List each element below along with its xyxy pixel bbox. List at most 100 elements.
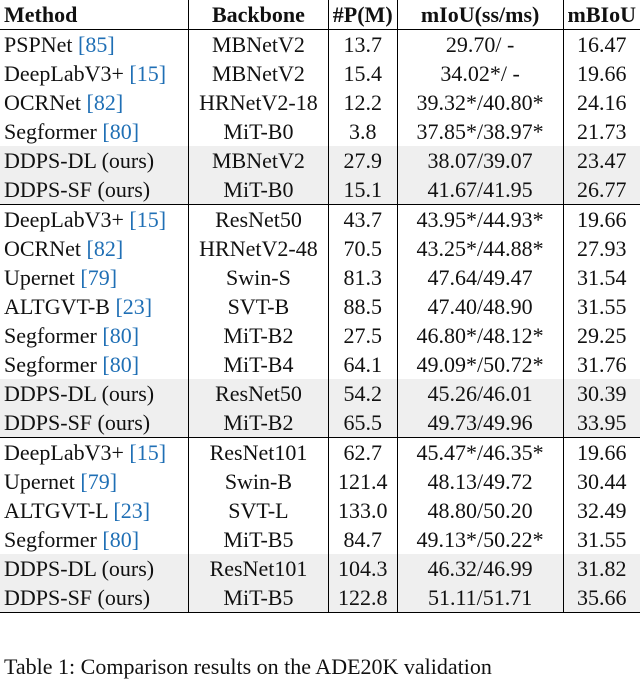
table-row: DDPS-DL (ours) ResNet101 104.3 46.32/46.99 3… (0, 554, 640, 583)
cell-params: 133.0 (327, 496, 398, 525)
citation-number[interactable]: 15 (136, 440, 159, 465)
cell-mbiou: 32.49 (562, 496, 640, 525)
cell-params: 13.7 (327, 29, 398, 59)
cell-backbone: MBNetV2 (188, 29, 329, 59)
citation-number[interactable]: 82 (93, 236, 116, 261)
cell-method: DDPS-SF (ours) (0, 175, 189, 205)
citation-link[interactable]: [80] (102, 323, 140, 348)
cell-backbone: MiT-B5 (188, 525, 329, 554)
cell-params: 27.5 (327, 321, 398, 350)
header-row: Method Backbone #P(M) mIoU(ss/ms) mBIoU (0, 0, 640, 30)
citation-link[interactable]: [15] (129, 440, 167, 465)
cell-method: OCRNet [82] (0, 88, 189, 117)
cell-miou: 48.80/50.20 (396, 496, 564, 525)
cell-backbone: MiT-B2 (188, 321, 329, 350)
cell-miou: 47.64/49.47 (396, 263, 564, 292)
citation-link[interactable]: [15] (129, 61, 167, 86)
header-mbiou: mBIoU (562, 0, 640, 30)
method-name: OCRNet (4, 90, 81, 115)
citation-link[interactable]: [23] (113, 498, 151, 523)
cell-backbone: SVT-B (188, 292, 329, 321)
citation-number[interactable]: 79 (87, 469, 110, 494)
citation-link[interactable]: [79] (80, 265, 118, 290)
cell-backbone: Swin-S (188, 263, 329, 292)
table-row: DeepLabV3+ [15] ResNet101 62.7 45.47*/46.35… (0, 437, 640, 467)
citation-number[interactable]: 15 (136, 61, 159, 86)
cell-backbone: ResNet50 (188, 204, 329, 234)
cell-mbiou: 24.16 (562, 88, 640, 117)
cell-miou: 43.95*/44.93* (396, 204, 564, 234)
cell-params: 3.8 (327, 117, 398, 146)
method-name: Segformer (4, 352, 97, 377)
citation-number[interactable]: 82 (93, 90, 116, 115)
citation-link[interactable]: [80] (102, 352, 140, 377)
citation-link[interactable]: [15] (129, 207, 167, 232)
table-row: ALTGVT-B [23] SVT-B 88.5 47.40/48.90 31.55 (0, 292, 640, 321)
citation-link[interactable]: [23] (115, 294, 153, 319)
cell-mbiou: 35.66 (562, 583, 640, 613)
method-name: Segformer (4, 119, 97, 144)
table-row: DDPS-DL (ours) ResNet50 54.2 45.26/46.01 30.… (0, 379, 640, 408)
cell-miou: 46.32/46.99 (396, 554, 564, 583)
cell-mbiou: 29.25 (562, 321, 640, 350)
citation-number[interactable]: 23 (122, 294, 145, 319)
cell-method: DeepLabV3+ [15] (0, 59, 189, 88)
cell-mbiou: 31.55 (562, 292, 640, 321)
cell-miou: 39.32*/40.80* (396, 88, 564, 117)
method-name: Upernet (4, 265, 75, 290)
table-row: DeepLabV3+ [15] ResNet50 43.7 43.95*/44.93*… (0, 204, 640, 234)
cell-miou: 43.25*/44.88* (396, 234, 564, 263)
citation-number[interactable]: 80 (109, 323, 132, 348)
cell-method: Segformer [80] (0, 525, 189, 554)
cell-backbone: HRNetV2-18 (188, 88, 329, 117)
citation-number[interactable]: 79 (87, 265, 110, 290)
cell-backbone: MiT-B0 (188, 117, 329, 146)
cell-method: ALTGVT-B [23] (0, 292, 189, 321)
table-row: Upernet [79] Swin-S 81.3 47.64/49.47 31.54 (0, 263, 640, 292)
header-method: Method (0, 0, 189, 30)
method-name: PSPNet (4, 32, 73, 57)
cell-mbiou: 31.76 (562, 350, 640, 379)
citation-number[interactable]: 80 (109, 527, 132, 552)
citation-number[interactable]: 80 (109, 119, 132, 144)
header-params: #P(M) (327, 0, 398, 30)
table-caption: Table 1: Comparison results on the ADE20… (4, 654, 492, 679)
citation-number[interactable]: 80 (109, 352, 132, 377)
cell-backbone: SVT-L (188, 496, 329, 525)
table-row: DDPS-SF (ours) MiT-B2 65.5 49.73/49.96 33.95 (0, 408, 640, 438)
citation-link[interactable]: [80] (102, 119, 140, 144)
cell-miou: 46.80*/48.12* (396, 321, 564, 350)
cell-method: DDPS-DL (ours) (0, 146, 189, 175)
table-row: ALTGVT-L [23] SVT-L 133.0 48.80/50.20 32.49 (0, 496, 640, 525)
cell-backbone: ResNet50 (188, 379, 329, 408)
cell-params: 54.2 (327, 379, 398, 408)
cell-params: 43.7 (327, 204, 398, 234)
citation-link[interactable]: [80] (102, 527, 140, 552)
cell-params: 65.5 (327, 408, 398, 438)
cell-backbone: MBNetV2 (188, 59, 329, 88)
cell-mbiou: 30.44 (562, 467, 640, 496)
cell-miou: 41.67/41.95 (396, 175, 564, 205)
citation-number[interactable]: 23 (120, 498, 143, 523)
cell-miou: 45.26/46.01 (396, 379, 564, 408)
cell-miou: 49.73/49.96 (396, 408, 564, 438)
cell-mbiou: 31.55 (562, 525, 640, 554)
cell-backbone: MBNetV2 (188, 146, 329, 175)
citation-number[interactable]: 15 (136, 207, 159, 232)
citation-number[interactable]: 85 (85, 32, 108, 57)
table-row: DDPS-SF (ours) MiT-B0 15.1 41.67/41.95 26.77 (0, 175, 640, 205)
cell-backbone: ResNet101 (188, 437, 329, 467)
method-name: Segformer (4, 323, 97, 348)
method-name: DDPS-SF (ours) (4, 585, 151, 610)
cell-backbone: MiT-B5 (188, 583, 329, 613)
citation-link[interactable]: [79] (80, 469, 118, 494)
cell-params: 104.3 (327, 554, 398, 583)
cell-backbone: MiT-B0 (188, 175, 329, 205)
citation-link[interactable]: [82] (86, 90, 124, 115)
citation-link[interactable]: [85] (77, 32, 115, 57)
citation-link[interactable]: [82] (86, 236, 124, 261)
header-backbone: Backbone (188, 0, 329, 30)
cell-method: DDPS-SF (ours) (0, 408, 189, 438)
method-name: DDPS-DL (ours) (4, 148, 155, 173)
table-row: PSPNet [85] MBNetV2 13.7 29.70/ -16.47 (0, 29, 640, 59)
